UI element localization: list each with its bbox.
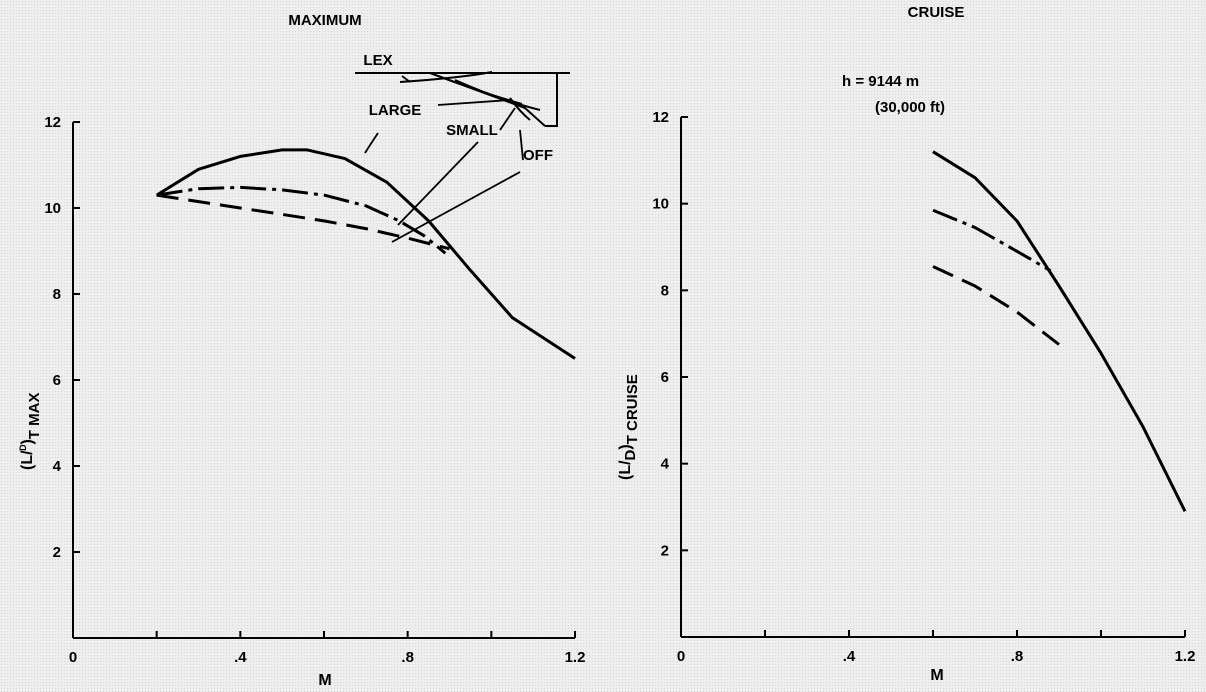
leader-lex xyxy=(401,75,411,83)
leader-large-to-curve xyxy=(364,132,379,154)
y-tick-label-cruise: 12 xyxy=(652,109,669,126)
lex-inset-drawing xyxy=(355,71,570,127)
x-tick-label-maximum: .4 xyxy=(234,649,247,666)
x-tick-label-cruise: .8 xyxy=(1011,648,1024,665)
y-axis-label-maximum: (L/ᴰ)T MAX xyxy=(17,393,43,470)
axes-maximum: 0 .4 .8 1.2 2 4 6 8 10 12 xyxy=(44,114,585,666)
y-tick-label-cruise: 4 xyxy=(661,456,670,473)
leader-small xyxy=(499,107,516,131)
annotation-lex: LEX xyxy=(363,52,392,69)
panel-maximum: MAXIMUM 0 .4 .8 1.2 2 4 6 8 10 12 M (L/ᴰ)T MAX LE… xyxy=(17,12,585,689)
y-tick-label-cruise: 10 xyxy=(652,196,669,213)
y-tick-label-maximum: 6 xyxy=(53,372,61,389)
lex-outline-lower xyxy=(509,97,531,121)
x-tick-label-cruise: .4 xyxy=(843,648,856,665)
y-tick-label-maximum: 10 xyxy=(44,200,61,217)
y-tick-label-cruise: 8 xyxy=(661,282,669,299)
y-tick-label-maximum: 12 xyxy=(44,114,61,131)
lex-planform-large xyxy=(399,71,493,83)
leader-off xyxy=(519,129,524,161)
annotation-altitude: h = 9144 m xyxy=(842,73,919,90)
x-tick-label-cruise: 0 xyxy=(677,648,685,665)
lex-fuselage xyxy=(545,73,558,127)
annotation-large: LARGE xyxy=(369,102,422,119)
x-axis-label-cruise: M xyxy=(930,667,943,684)
y-tick-label-maximum: 2 xyxy=(53,544,61,561)
panel-title-cruise: CRUISE xyxy=(908,4,965,21)
series-line-small-maximum xyxy=(156,185,447,255)
y-tick-label-maximum: 8 xyxy=(53,286,61,303)
annotation-off: OFF xyxy=(523,147,553,164)
y-tick-label-maximum: 4 xyxy=(53,458,62,475)
panel-title-maximum: MAXIMUM xyxy=(288,12,361,29)
series-group-maximum xyxy=(155,148,576,360)
axes-cruise: 0 .4 .8 1.2 2 4 6 8 10 12 xyxy=(652,109,1195,665)
x-tick-label-cruise: 1.2 xyxy=(1175,648,1196,665)
lex-leader-lines xyxy=(364,75,524,243)
annotation-altitude-ft: (30,000 ft) xyxy=(875,99,945,116)
series-group-cruise xyxy=(932,150,1187,512)
annotation-small: SMALL xyxy=(446,122,498,139)
leader-small-to-curve xyxy=(397,141,479,226)
x-tick-label-maximum: .8 xyxy=(401,649,414,666)
leader-off-to-curve xyxy=(391,171,521,243)
series-line-off-maximum xyxy=(156,193,450,251)
series-line-off-cruise xyxy=(932,265,1060,346)
x-tick-label-maximum: 0 xyxy=(69,649,77,666)
y-tick-label-cruise: 6 xyxy=(661,369,669,386)
x-tick-label-maximum: 1.2 xyxy=(565,649,586,666)
x-axis-label-maximum: M xyxy=(318,672,331,689)
y-axis-label-cruise: (L/D)T CRUISE xyxy=(617,374,641,480)
lex-outline-upper xyxy=(454,79,541,111)
series-line-large-cruise xyxy=(932,150,1187,512)
series-line-large-maximum xyxy=(155,148,576,360)
leader-large xyxy=(437,99,511,106)
y-tick-label-cruise: 2 xyxy=(661,542,669,559)
series-line-small-cruise xyxy=(932,208,1052,273)
